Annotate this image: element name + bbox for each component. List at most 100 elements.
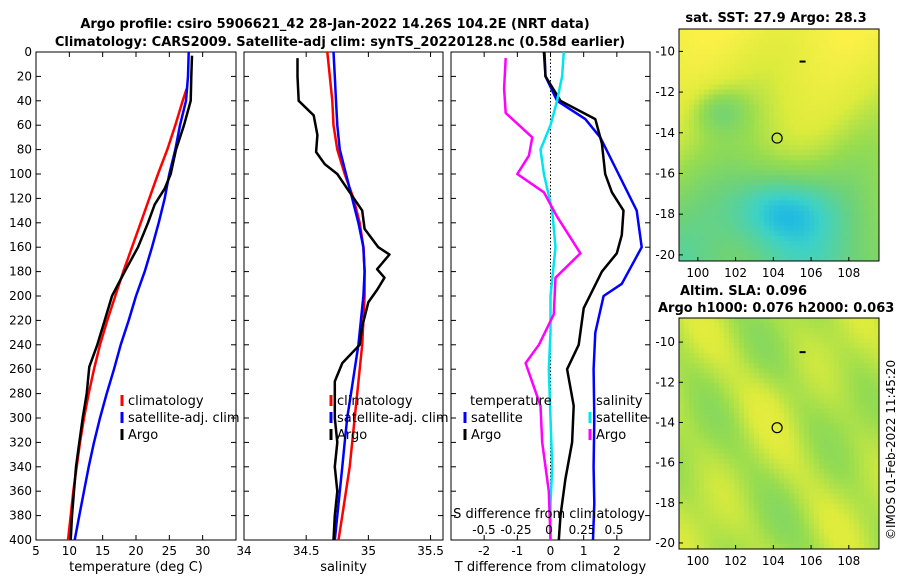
map-cell (854, 44, 860, 50)
map-cell (819, 333, 825, 339)
map-cell (829, 333, 835, 339)
map-cell (859, 215, 865, 222)
map-cell (684, 443, 690, 449)
map-cell (714, 438, 720, 444)
map-cell (864, 29, 870, 35)
map-cell (824, 155, 830, 161)
map-cell (784, 523, 790, 530)
map-cell (739, 235, 745, 242)
map-cell (864, 338, 870, 344)
map-cell (779, 240, 785, 247)
map-cell (824, 483, 830, 490)
map-cell (794, 44, 800, 50)
map-cell (744, 468, 750, 475)
map-cell (744, 528, 750, 535)
map-cell (769, 433, 775, 439)
map-cell (739, 155, 745, 161)
map-cell (764, 538, 770, 545)
map-cell (734, 44, 740, 50)
map-cell (749, 333, 755, 339)
map-cell (699, 29, 705, 35)
map-cell (869, 453, 875, 460)
map-cell (794, 220, 800, 227)
map-cell (714, 44, 720, 50)
map-cell (714, 343, 720, 349)
map-cell (874, 458, 880, 465)
map-cell (794, 483, 800, 490)
map-cell (854, 69, 860, 75)
map-cell (814, 363, 820, 369)
map-cell (699, 503, 705, 510)
map-cell (849, 235, 855, 242)
map-cell (729, 543, 735, 550)
map-cell (814, 255, 820, 262)
map-cell (769, 230, 775, 237)
map-cell (734, 373, 740, 379)
map-cell (774, 318, 780, 324)
map-cell (789, 408, 795, 414)
map-cell (839, 473, 845, 480)
map-cell (694, 408, 700, 414)
map-cell (834, 29, 840, 35)
map-cell (679, 225, 685, 232)
map-cell (694, 398, 700, 404)
map-cell (754, 119, 760, 126)
map-cell (679, 398, 685, 404)
map-cell (759, 433, 765, 439)
map-cell (754, 443, 760, 449)
map-cell (684, 165, 690, 171)
map-cell (769, 124, 775, 131)
map-cell (799, 533, 805, 540)
ytick-label: 180 (9, 265, 32, 279)
map-cell (829, 124, 835, 131)
map-cell (689, 403, 695, 409)
map-cell (769, 195, 775, 201)
map-cell (854, 94, 860, 101)
map-cell (729, 39, 735, 45)
map-cell (814, 408, 820, 414)
map-cell (819, 518, 825, 525)
map-cell (814, 79, 820, 85)
map-cell (784, 353, 790, 359)
map-cell (749, 538, 755, 545)
map-cell (764, 403, 770, 409)
map-cell (874, 64, 880, 70)
map-cell (699, 328, 705, 334)
map-cell (784, 433, 790, 439)
map-cell (814, 124, 820, 131)
map-cell (839, 428, 845, 434)
map-cell (834, 245, 840, 252)
map-cell (849, 398, 855, 404)
map-cell (779, 498, 785, 505)
map-cell (864, 403, 870, 409)
map-cell (684, 398, 690, 404)
map-cell (874, 543, 880, 550)
map-cell (744, 398, 750, 404)
map-cell (874, 448, 880, 454)
map-cell (779, 368, 785, 374)
map-cell (699, 94, 705, 101)
map-cell (759, 453, 765, 460)
map-cell (739, 523, 745, 530)
map-cell (704, 318, 710, 324)
map-cell (854, 408, 860, 414)
map-cell (849, 428, 855, 434)
map-cell (739, 528, 745, 535)
map-cell (774, 423, 780, 429)
map-cell (809, 468, 815, 475)
map-cell (734, 498, 740, 505)
map-cell (799, 79, 805, 85)
map-cell (844, 508, 850, 515)
map-cell (854, 99, 860, 106)
map-cell (679, 538, 685, 545)
map-cell (809, 185, 815, 191)
map-cell (699, 245, 705, 252)
map-cell (784, 438, 790, 444)
map-cell (804, 175, 810, 181)
map-cell (679, 195, 685, 201)
map-cell (704, 99, 710, 106)
map-cell (704, 413, 710, 419)
map-cell (719, 175, 725, 181)
map-cell (824, 180, 830, 186)
map-cell (869, 393, 875, 399)
